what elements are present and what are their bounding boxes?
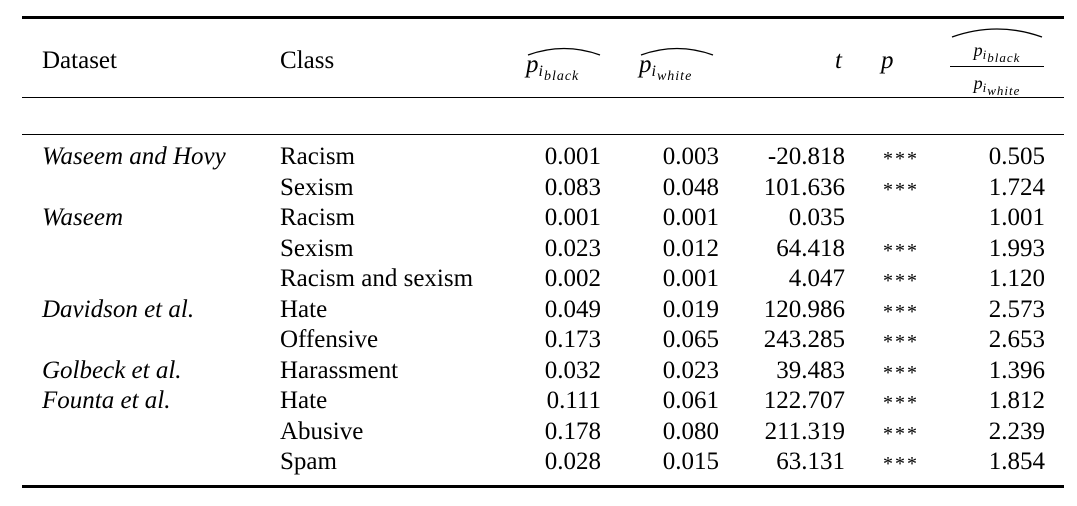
body-top-rule xyxy=(22,134,1064,135)
p-white-cell: 0.012 xyxy=(662,235,719,262)
ratio-cell: 0.505 xyxy=(988,143,1045,170)
dataset-cell: Founta et al. xyxy=(42,387,171,414)
t-stat-cell: 64.418 xyxy=(776,235,845,262)
t-stat-cell: 243.285 xyxy=(763,326,845,353)
ratio-denominator: piwhite xyxy=(973,73,1021,98)
ratio-cell: 1.812 xyxy=(988,387,1045,414)
p-value-stars-cell: *** xyxy=(883,362,919,384)
p-value-stars-cell: *** xyxy=(883,301,919,323)
t-stat-cell: 39.483 xyxy=(776,357,845,384)
t-stat-cell: 122.707 xyxy=(763,387,845,414)
dataset-cell: Golbeck et al. xyxy=(42,357,182,384)
class-cell: Sexism xyxy=(280,235,354,262)
header-rule xyxy=(22,97,1064,98)
p-value-stars-cell: *** xyxy=(883,240,919,262)
p-black-cell: 0.002 xyxy=(544,265,601,292)
p-black-cell: 0.001 xyxy=(544,143,601,170)
ratio-cell: 2.239 xyxy=(988,418,1045,445)
dataset-cell: Davidson et al. xyxy=(42,296,195,323)
ratio-numerator: piblack xyxy=(973,40,1021,65)
p-black-cell: 0.023 xyxy=(544,235,601,262)
p-value-stars-cell: *** xyxy=(883,423,919,445)
ratio-cell: 1.396 xyxy=(988,357,1045,384)
dataset-cell: Waseem and Hovy xyxy=(42,143,226,170)
header-ratio: piblack piwhite xyxy=(950,28,1044,98)
header-p-white: piwhite xyxy=(639,47,714,84)
class-cell: Offensive xyxy=(280,326,379,353)
ratio-cell: 1.724 xyxy=(988,174,1045,201)
ratio-cell: 1.120 xyxy=(988,265,1045,292)
p-black-cell: 0.111 xyxy=(546,387,601,414)
ratio-cell: 1.993 xyxy=(988,235,1045,262)
header-t: t xyxy=(835,47,842,74)
header-class: Class xyxy=(280,47,335,74)
class-cell: Abusive xyxy=(280,418,364,445)
bottom-rule xyxy=(22,485,1064,488)
p-black-cell: 0.178 xyxy=(544,418,601,445)
t-stat-cell: -20.818 xyxy=(767,143,845,170)
class-cell: Sexism xyxy=(280,174,354,201)
p-black-cell: 0.001 xyxy=(544,204,601,231)
p-value-stars-cell: *** xyxy=(883,270,919,292)
p-value-stars-cell: *** xyxy=(883,453,919,475)
t-stat-cell: 0.035 xyxy=(788,204,845,231)
p-black-cell: 0.032 xyxy=(544,357,601,384)
p-white-cell: 0.001 xyxy=(662,265,719,292)
fraction-bar xyxy=(950,66,1044,67)
p-white-cell: 0.080 xyxy=(662,418,719,445)
hat-accent-icon xyxy=(640,47,714,56)
p-value-stars-cell: *** xyxy=(883,148,919,170)
ratio-cell: 1.001 xyxy=(988,204,1045,231)
top-rule xyxy=(22,16,1064,19)
class-cell: Hate xyxy=(280,296,328,323)
t-stat-cell: 120.986 xyxy=(763,296,845,323)
p-black-cell: 0.083 xyxy=(544,174,601,201)
t-stat-cell: 4.047 xyxy=(788,265,845,292)
hat-accent-icon xyxy=(527,47,601,56)
class-cell: Harassment xyxy=(280,357,399,384)
p-black-cell: 0.028 xyxy=(544,448,601,475)
p-white-cell: 0.048 xyxy=(662,174,719,201)
t-stat-cell: 63.131 xyxy=(776,448,845,475)
dataset-cell: Waseem xyxy=(42,204,124,231)
p-white-cell: 0.003 xyxy=(662,143,719,170)
p-white-cell: 0.015 xyxy=(662,448,719,475)
ratio-cell: 2.573 xyxy=(988,296,1045,323)
ratio-cell: 2.653 xyxy=(988,326,1045,353)
class-cell: Racism xyxy=(280,143,355,170)
class-cell: Racism and sexism xyxy=(280,265,474,292)
p-value-stars-cell: *** xyxy=(883,179,919,201)
p-white-cell: 0.019 xyxy=(662,296,719,323)
hat-accent-icon xyxy=(951,28,1043,38)
t-stat-cell: 211.319 xyxy=(764,418,845,445)
header-dataset: Dataset xyxy=(42,47,117,74)
p-black-cell: 0.049 xyxy=(544,296,601,323)
t-stat-cell: 101.636 xyxy=(763,174,845,201)
p-white-cell: 0.023 xyxy=(662,357,719,384)
class-cell: Hate xyxy=(280,387,328,414)
p-value-stars-cell: *** xyxy=(883,331,919,353)
p-black-cell: 0.173 xyxy=(544,326,601,353)
header-p: p xyxy=(881,47,894,74)
header-p-black: piblack xyxy=(526,47,601,84)
p-white-cell: 0.061 xyxy=(662,387,719,414)
class-cell: Racism xyxy=(280,204,355,231)
p-white-cell: 0.001 xyxy=(662,204,719,231)
p-value-stars-cell: *** xyxy=(883,392,919,414)
class-cell: Spam xyxy=(280,448,337,475)
p-white-cell: 0.065 xyxy=(662,326,719,353)
ratio-cell: 1.854 xyxy=(988,448,1045,475)
